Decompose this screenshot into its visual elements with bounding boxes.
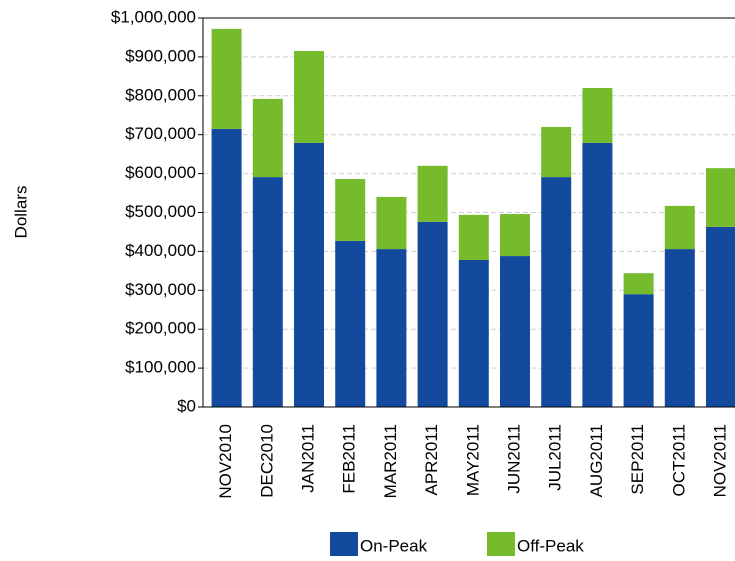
- y-axis-label: Dollars: [11, 186, 30, 239]
- y-tick-label: $800,000: [125, 85, 196, 104]
- y-tick-label: $900,000: [125, 46, 196, 65]
- x-tick-label: JUN2011: [504, 424, 523, 494]
- x-tick-label: APR2011: [422, 424, 441, 496]
- x-tick-label: MAY2011: [463, 424, 482, 496]
- legend-swatch: [487, 532, 515, 556]
- x-tick-label: FEB2011: [340, 424, 359, 494]
- bar-segment: [458, 259, 489, 407]
- bar-segment: [376, 249, 407, 407]
- x-tick-label: MAR2011: [381, 424, 400, 498]
- x-tick-label: DEC2010: [257, 424, 276, 498]
- bar-segment: [541, 177, 572, 407]
- bar-segment: [335, 240, 366, 407]
- bar-segment: [706, 226, 735, 407]
- x-tick-label: NOV2011: [710, 424, 729, 497]
- bar-segment: [335, 179, 366, 241]
- bar-segment: [294, 51, 324, 143]
- bar-segment: [417, 165, 448, 222]
- x-tick-label: SEP2011: [628, 424, 647, 495]
- bar-segment: [664, 205, 695, 250]
- x-tick-label: AUG2011: [587, 424, 606, 497]
- bar-segment: [500, 256, 530, 407]
- y-tick-label: $700,000: [125, 124, 196, 143]
- x-tick-label: OCT2011: [669, 424, 688, 496]
- bar-segment: [664, 249, 695, 407]
- legend-label: Off-Peak: [517, 536, 584, 555]
- bar-segment: [500, 214, 530, 257]
- y-tick-label: $0: [177, 396, 196, 415]
- y-tick-label: $200,000: [125, 319, 196, 338]
- y-tick-label: $100,000: [125, 358, 196, 377]
- bar-segment: [582, 88, 613, 143]
- bar-segment: [623, 294, 654, 407]
- bar-segment: [623, 273, 654, 295]
- y-tick-label: $500,000: [125, 202, 196, 221]
- bar-segment: [294, 142, 324, 407]
- bar-segment: [376, 196, 407, 250]
- legend-label: On-Peak: [360, 536, 428, 555]
- x-tick-label: JUL2011: [546, 424, 565, 491]
- x-tick-label: NOV2010: [216, 424, 235, 499]
- x-tick-label: JAN2011: [298, 424, 317, 493]
- bar-segment: [458, 214, 489, 260]
- bar-segment: [252, 177, 283, 407]
- bar-segment: [706, 168, 735, 227]
- y-tick-label: $300,000: [125, 280, 196, 299]
- y-tick-label: $400,000: [125, 241, 196, 260]
- bar-segment: [541, 126, 572, 178]
- legend-swatch: [330, 532, 358, 556]
- bar-segment: [211, 128, 242, 408]
- bar-segment: [211, 28, 242, 129]
- bar-segment: [252, 98, 283, 178]
- bar-segment: [417, 221, 448, 407]
- y-tick-label: $600,000: [125, 163, 196, 182]
- bar-segment: [582, 142, 613, 407]
- y-tick-label: $1,000,000: [111, 7, 196, 26]
